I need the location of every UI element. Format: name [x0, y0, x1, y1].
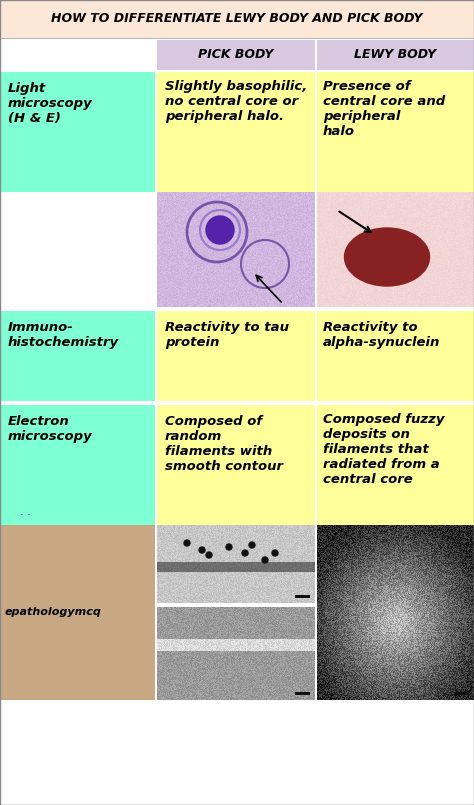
FancyBboxPatch shape — [157, 311, 315, 401]
Circle shape — [206, 552, 212, 558]
FancyBboxPatch shape — [295, 595, 310, 598]
Text: LEWY BODY: LEWY BODY — [354, 48, 436, 61]
FancyBboxPatch shape — [317, 405, 474, 525]
Circle shape — [184, 540, 190, 546]
Circle shape — [206, 216, 234, 244]
FancyBboxPatch shape — [454, 692, 469, 695]
Text: Immuno-
histochemistry: Immuno- histochemistry — [8, 321, 119, 349]
FancyBboxPatch shape — [0, 307, 474, 311]
Circle shape — [199, 547, 205, 553]
Text: Composed of
random
filaments with
smooth contour: Composed of random filaments with smooth… — [165, 415, 283, 473]
Text: Electron
microscopy: Electron microscopy — [8, 415, 93, 443]
FancyBboxPatch shape — [317, 40, 474, 70]
FancyBboxPatch shape — [157, 72, 315, 192]
FancyBboxPatch shape — [0, 405, 155, 525]
FancyBboxPatch shape — [157, 603, 315, 607]
Circle shape — [242, 550, 248, 556]
FancyBboxPatch shape — [157, 405, 315, 525]
Circle shape — [226, 544, 232, 550]
FancyBboxPatch shape — [317, 311, 474, 401]
Circle shape — [262, 557, 268, 563]
Text: HOW TO DIFFERENTIATE LEWY BODY AND PICK BODY: HOW TO DIFFERENTIATE LEWY BODY AND PICK … — [51, 13, 423, 26]
FancyBboxPatch shape — [0, 525, 155, 700]
Text: PICK BODY: PICK BODY — [198, 48, 273, 61]
Circle shape — [272, 550, 278, 556]
Text: . .: . . — [20, 507, 31, 517]
Text: Reactivity to tau
protein: Reactivity to tau protein — [165, 321, 289, 349]
Ellipse shape — [345, 228, 429, 286]
Text: Presence of
central core and
peripheral
halo: Presence of central core and peripheral … — [323, 80, 445, 138]
FancyBboxPatch shape — [0, 311, 155, 401]
Text: Composed fuzzy
deposits on
filaments that
radiated from a
central core: Composed fuzzy deposits on filaments tha… — [323, 413, 445, 486]
FancyBboxPatch shape — [0, 0, 474, 38]
Text: Reactivity to
alpha-synuclein: Reactivity to alpha-synuclein — [323, 321, 440, 349]
Text: Slightly basophilic,
no central core or
peripheral halo.: Slightly basophilic, no central core or … — [165, 80, 307, 123]
FancyBboxPatch shape — [317, 72, 474, 192]
Text: Light
microscopy
(H & E): Light microscopy (H & E) — [8, 82, 93, 125]
FancyBboxPatch shape — [0, 192, 155, 307]
Circle shape — [249, 542, 255, 548]
FancyBboxPatch shape — [0, 72, 155, 192]
Text: epathologymcq: epathologymcq — [5, 607, 102, 617]
FancyBboxPatch shape — [157, 40, 315, 70]
FancyBboxPatch shape — [0, 401, 474, 405]
FancyBboxPatch shape — [295, 692, 310, 695]
